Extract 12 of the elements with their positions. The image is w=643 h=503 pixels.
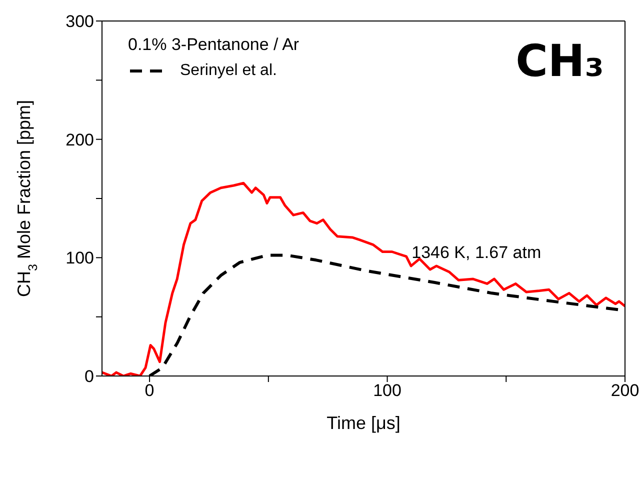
x-tick-label: 100 xyxy=(373,381,402,400)
x-tick-label: 200 xyxy=(610,381,640,400)
x-tick-label: 0 xyxy=(144,381,154,400)
y-tick-label: 100 xyxy=(66,248,94,268)
legend-title: 0.1% 3-Pentanone / Ar xyxy=(128,34,300,56)
chart-title: CH₃ xyxy=(516,36,604,87)
legend-label: Serinyel et al. xyxy=(179,61,278,81)
y-tick-label: 200 xyxy=(66,130,94,150)
annotation: 1346 K, 1.67 atm xyxy=(412,243,542,264)
x-axis-title: Time [μs] xyxy=(326,413,400,433)
y-tick-label: 0 xyxy=(84,367,94,386)
y-tick-label: 300 xyxy=(66,12,94,32)
